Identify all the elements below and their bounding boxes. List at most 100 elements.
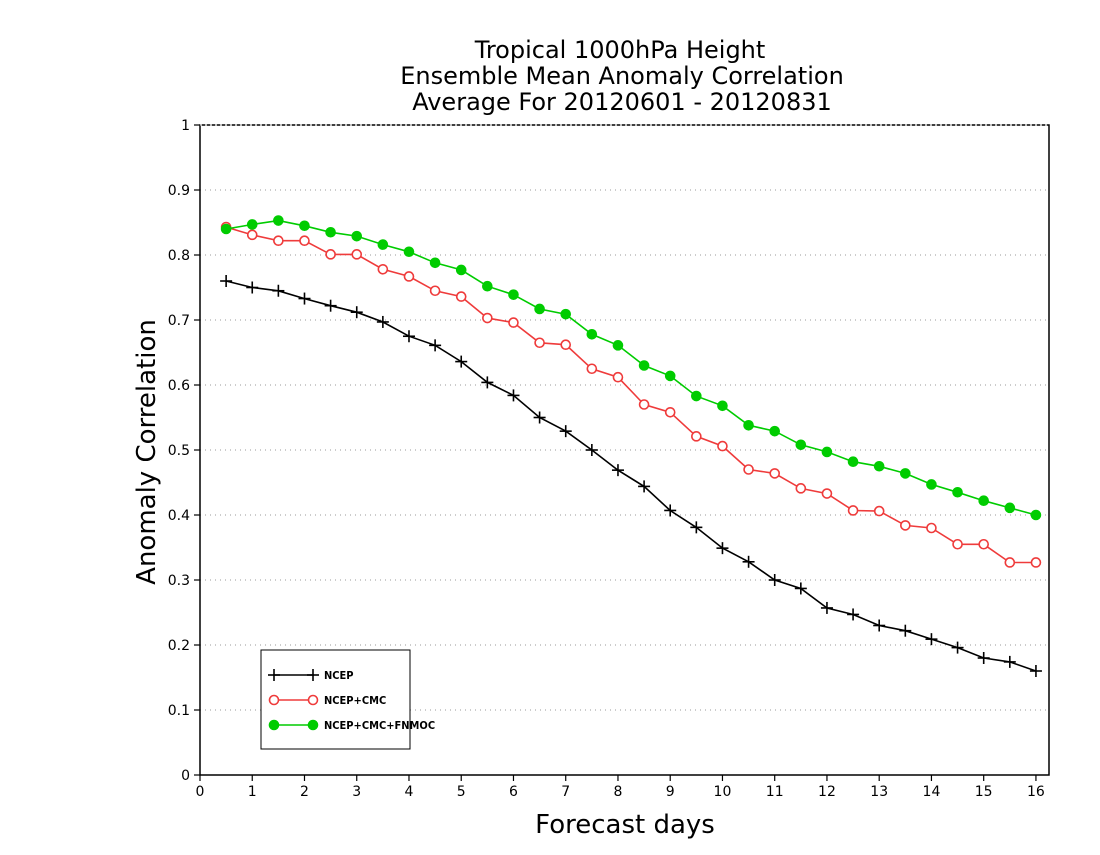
data-point [926, 479, 937, 490]
series-line [225, 280, 1037, 672]
data-point [768, 574, 781, 586]
data-point [743, 420, 754, 431]
data-point [455, 264, 467, 276]
x-tick-label: 10 [714, 784, 732, 800]
title-line-3: Average For 20120601 - 20120831 [412, 88, 832, 116]
legend-label: NCEP+CMC [324, 694, 386, 707]
data-point [220, 275, 233, 287]
data-point [586, 363, 598, 375]
data-point [873, 619, 886, 632]
y-tick-label: 0.7 [168, 313, 190, 329]
data-point [978, 538, 989, 550]
x-tick-label: 9 [666, 784, 675, 800]
data-point [821, 446, 833, 458]
x-tick-label: 0 [196, 784, 205, 800]
y-axis-title: Anomaly Correlation [132, 319, 162, 585]
data-point [325, 249, 336, 260]
legend-item: NCEP+CMC [268, 694, 386, 707]
y-tick-label: 0.6 [168, 378, 190, 394]
data-point [769, 425, 781, 437]
series-ncep-cmc-fnmoc [220, 215, 1042, 521]
data-point [273, 235, 284, 246]
data-point [324, 299, 337, 312]
data-point [481, 376, 494, 389]
data-point [559, 425, 572, 438]
data-point [586, 329, 598, 340]
series-ncep-cmc [220, 221, 1042, 568]
y-tick-label: 0 [181, 768, 190, 784]
data-point [1003, 655, 1016, 668]
data-point [611, 464, 624, 477]
data-point [455, 355, 468, 368]
data-point [377, 263, 389, 275]
series-line [225, 219, 1037, 516]
data-point [847, 608, 860, 621]
y-tick-label: 0.9 [168, 183, 190, 199]
data-point [691, 431, 702, 442]
y-tick-label: 0.4 [168, 508, 190, 524]
data-point [795, 439, 807, 451]
data-point [900, 468, 911, 479]
data-point [664, 406, 676, 418]
data-point [952, 538, 963, 550]
data-point [638, 360, 650, 371]
data-point [951, 641, 964, 654]
data-point [534, 303, 545, 315]
y-axis: 0 0.1 0.2 0.3 0.4 0.5 0.6 0.7 0.8 0.9 1 [168, 118, 200, 784]
data-point [482, 280, 493, 292]
data-point [638, 480, 651, 493]
data-point [847, 505, 859, 516]
x-tick-label: 16 [1027, 784, 1045, 800]
data-point [900, 520, 911, 531]
data-point [717, 440, 728, 452]
title-line-2: Ensemble Mean Anomaly Correlation [400, 62, 844, 90]
data-point [795, 483, 807, 494]
x-axis: 0 1 2 3 4 5 6 7 8 9 10 11 12 13 14 15 16 [196, 775, 1045, 800]
data-point [820, 601, 833, 614]
y-tick-label: 0.8 [168, 248, 190, 264]
x-tick-label: 13 [870, 784, 888, 800]
data-point [1004, 502, 1016, 514]
x-tick-label: 15 [975, 784, 993, 800]
data-point [664, 370, 676, 382]
data-point [246, 219, 258, 230]
title-line-1: Tropical 1000hPa Height [474, 36, 766, 64]
data-point [978, 495, 989, 507]
data-point [716, 542, 729, 555]
data-point [952, 486, 963, 498]
data-point [429, 257, 441, 269]
data-point [899, 624, 912, 637]
data-point [429, 285, 441, 297]
data-point [220, 223, 232, 235]
y-tick-label: 0.3 [168, 573, 190, 589]
data-point [403, 246, 415, 258]
x-tick-label: 5 [457, 784, 466, 800]
data-point [351, 249, 363, 260]
data-point [612, 340, 624, 351]
data-point [376, 315, 389, 328]
data-point [350, 306, 363, 319]
series-line [225, 226, 1036, 564]
data-point [299, 235, 310, 246]
x-tick-label: 4 [405, 784, 414, 800]
legend: NCEP NCEP+CMC NCEP+CMC+FNMOC [260, 649, 435, 750]
data-point [1004, 557, 1016, 568]
data-point [926, 522, 937, 534]
data-point [691, 390, 702, 402]
data-point [717, 400, 728, 412]
x-tick-label: 3 [352, 784, 361, 800]
x-tick-label: 11 [766, 784, 784, 800]
data-point [273, 215, 284, 226]
data-point [307, 669, 319, 681]
data-point [307, 694, 319, 706]
data-point [847, 456, 859, 468]
chart-title: Tropical 1000hPa Height Ensemble Mean An… [400, 36, 844, 116]
data-point [533, 411, 546, 424]
data-point [351, 230, 363, 242]
x-tick-label: 6 [509, 784, 518, 800]
legend-items: NCEP NCEP+CMC NCEP+CMC+FNMOC [268, 669, 435, 732]
data-point [482, 312, 493, 324]
data-point [1029, 665, 1042, 677]
data-point [508, 289, 519, 300]
